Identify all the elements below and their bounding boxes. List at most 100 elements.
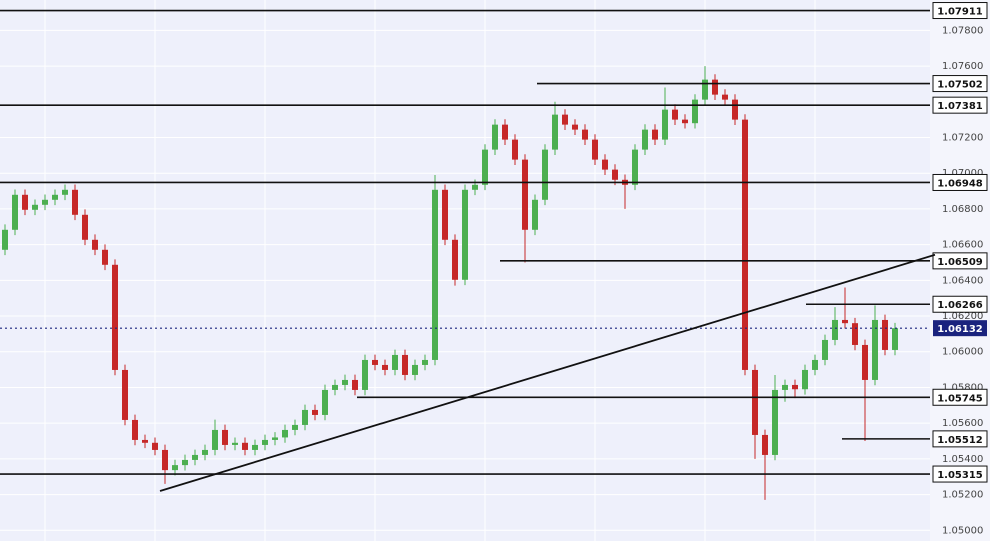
vertical-grid [44, 0, 816, 541]
y-tick-label: 1.05600 [942, 418, 983, 429]
candle-body [92, 239, 98, 250]
candle-body [552, 114, 558, 150]
candle-body [502, 124, 508, 140]
candle-body [522, 159, 528, 230]
candle-body [182, 459, 188, 466]
candle-body [292, 424, 298, 430]
candle-body [652, 129, 658, 140]
level-label: 1.06948 [937, 178, 983, 189]
level-label: 1.05315 [937, 470, 983, 481]
candle-body [282, 429, 288, 438]
candle-body [722, 94, 728, 100]
level-label: 1.05745 [937, 393, 983, 404]
candle-body [402, 354, 408, 375]
candle-body [862, 344, 868, 380]
candle-body [262, 439, 268, 445]
current-price-label: 1.06132 [937, 324, 983, 335]
candle-body [482, 149, 488, 185]
candle-body [772, 389, 778, 455]
level-label: 1.06266 [937, 300, 983, 311]
candle-body [192, 454, 198, 460]
candle-body [382, 364, 388, 370]
candle-body [12, 194, 18, 230]
y-tick-label: 1.05800 [942, 382, 983, 393]
current-price-box [933, 320, 987, 337]
candle-body [822, 339, 828, 360]
candle-body [812, 359, 818, 370]
level-label-box [932, 96, 988, 114]
candle-body [642, 129, 648, 150]
candle-body [442, 189, 448, 240]
candle-body [172, 465, 178, 471]
y-tick-label: 1.05400 [942, 454, 983, 465]
candle-body [42, 199, 48, 205]
candle-body [202, 449, 208, 455]
candle-body [752, 369, 758, 435]
candle-body [632, 149, 638, 185]
candle-body [342, 379, 348, 385]
y-tick-label: 1.06200 [942, 311, 983, 322]
candle-body [832, 319, 838, 340]
level-label: 1.07502 [937, 80, 983, 91]
candle-body [452, 239, 458, 280]
candle-body [672, 109, 678, 120]
level-label-box [932, 75, 988, 93]
candle-body [892, 328, 898, 350]
candle-body [252, 444, 258, 450]
candle-body [232, 442, 238, 445]
candle-body [542, 149, 548, 200]
candle-body [852, 323, 858, 345]
level-label: 1.06509 [937, 257, 983, 268]
candle-body [582, 129, 588, 140]
candle-body [682, 119, 688, 124]
candle-body [842, 319, 848, 324]
level-label: 1.05512 [937, 435, 983, 446]
candle-body [782, 384, 788, 390]
candle-body [362, 359, 368, 390]
y-tick-label: 1.07800 [942, 25, 983, 36]
y-tick-label: 1.07000 [942, 168, 983, 179]
candle-body [412, 364, 418, 375]
candle-body [152, 442, 158, 450]
candle-body [222, 429, 228, 445]
candle-body [272, 437, 278, 440]
level-label-box [932, 430, 988, 448]
candle-body [52, 194, 58, 200]
candle-body [472, 184, 478, 190]
candle-body [2, 229, 8, 250]
candle-body [432, 189, 438, 360]
candle-body [612, 169, 618, 180]
level-label-box [932, 173, 988, 191]
candle-body [242, 442, 248, 450]
candle-body [112, 264, 118, 370]
candle-body [732, 99, 738, 120]
candle-body [142, 439, 148, 443]
candle-body [392, 354, 398, 370]
level-label: 1.07911 [937, 7, 983, 18]
candle-body [742, 119, 748, 370]
candle-body [372, 359, 378, 365]
candle-body [512, 139, 518, 160]
candle-body [302, 409, 308, 425]
candle-body [132, 419, 138, 440]
candle-body [882, 319, 888, 350]
y-tick-label: 1.07600 [942, 61, 983, 72]
candle-body [572, 124, 578, 130]
candle-body [162, 449, 168, 471]
candle-body [532, 199, 538, 230]
candle-body [662, 109, 668, 140]
candle-body [82, 214, 88, 240]
candle-body [762, 434, 768, 455]
candle-body [562, 114, 568, 125]
level-label-box [932, 252, 988, 270]
y-tick-label: 1.07200 [942, 132, 983, 143]
level-label-box [932, 295, 988, 313]
candle-body [322, 389, 328, 415]
candle-body [462, 189, 468, 280]
candle-body [122, 369, 128, 420]
candle-body [792, 384, 798, 390]
y-tick-label: 1.06600 [942, 240, 983, 251]
level-label: 1.07381 [937, 101, 983, 112]
candle-body [312, 409, 318, 415]
